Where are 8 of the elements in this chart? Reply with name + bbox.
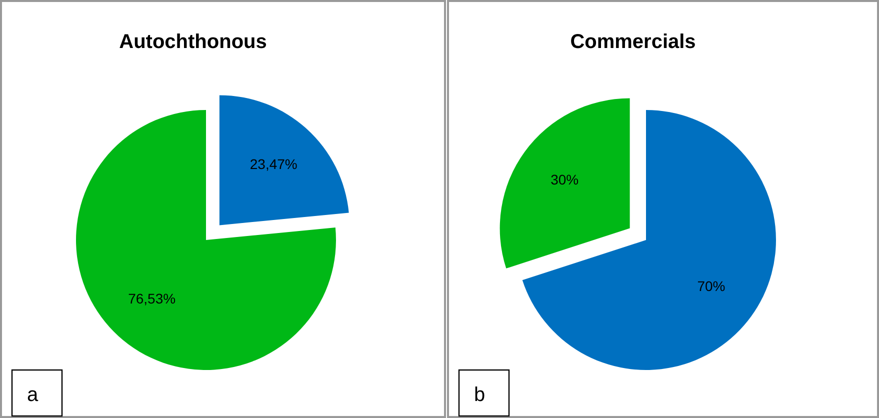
chart-title: Commercials bbox=[570, 31, 696, 53]
data-label: 30% bbox=[550, 172, 579, 188]
chart-title: Autochthonous bbox=[119, 31, 267, 53]
text: a bbox=[27, 384, 39, 406]
text: b bbox=[474, 384, 486, 406]
data-label: 76,53% bbox=[128, 290, 176, 306]
data-label: 70% bbox=[697, 278, 726, 294]
data-label: 23,47% bbox=[250, 156, 298, 172]
